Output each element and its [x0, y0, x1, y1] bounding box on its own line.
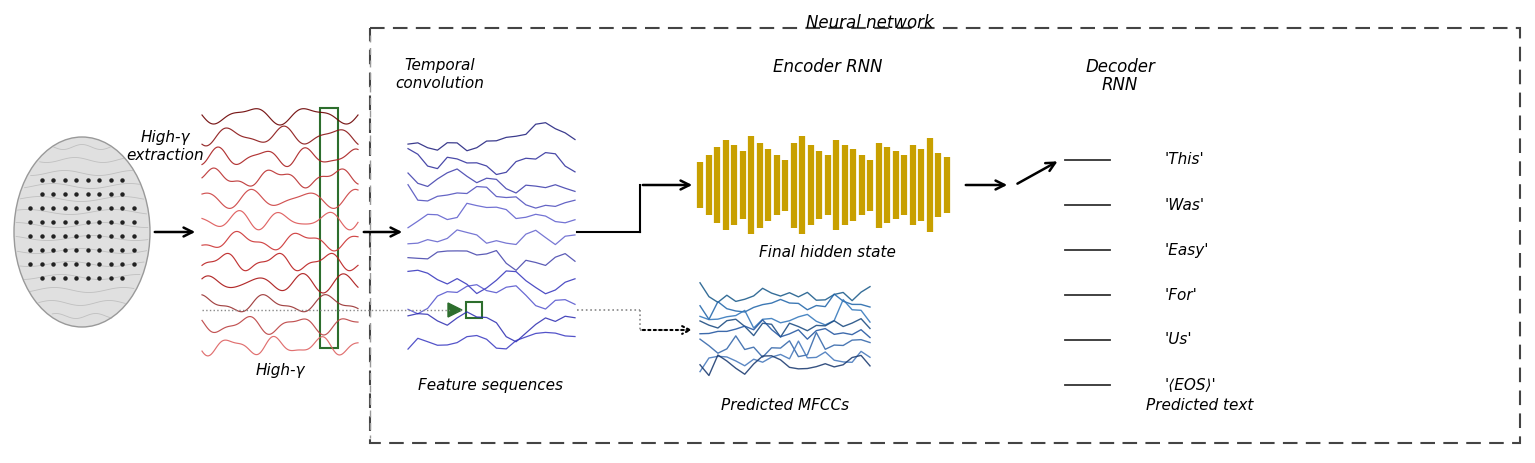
- Bar: [467, 302, 482, 318]
- Text: 'Us': 'Us': [1165, 332, 1193, 348]
- Ellipse shape: [14, 137, 150, 327]
- Text: 'This': 'This': [1165, 152, 1205, 168]
- Polygon shape: [448, 303, 462, 317]
- Text: Decoder: Decoder: [1085, 58, 1154, 76]
- Text: Encoder RNN: Encoder RNN: [772, 58, 883, 76]
- Bar: [370, 28, 1520, 443]
- Text: High-γ: High-γ: [140, 130, 190, 145]
- Text: Predicted MFCCs: Predicted MFCCs: [721, 398, 849, 413]
- Text: Predicted text: Predicted text: [1147, 398, 1254, 413]
- Text: 'Was': 'Was': [1165, 198, 1205, 213]
- Bar: [319, 108, 338, 348]
- Text: 'Easy': 'Easy': [1165, 243, 1210, 257]
- Text: Feature sequences: Feature sequences: [418, 378, 562, 393]
- Text: High-γ: High-γ: [255, 363, 305, 378]
- Text: extraction: extraction: [126, 148, 204, 163]
- Text: RNN: RNN: [1102, 76, 1137, 94]
- Text: Temporal: Temporal: [405, 58, 476, 73]
- Text: 'For': 'For': [1165, 288, 1197, 302]
- Text: convolution: convolution: [396, 76, 485, 91]
- Text: Neural network: Neural network: [806, 14, 933, 32]
- Text: '⟨EOS⟩': '⟨EOS⟩': [1165, 377, 1217, 393]
- Text: Final hidden state: Final hidden state: [760, 245, 896, 260]
